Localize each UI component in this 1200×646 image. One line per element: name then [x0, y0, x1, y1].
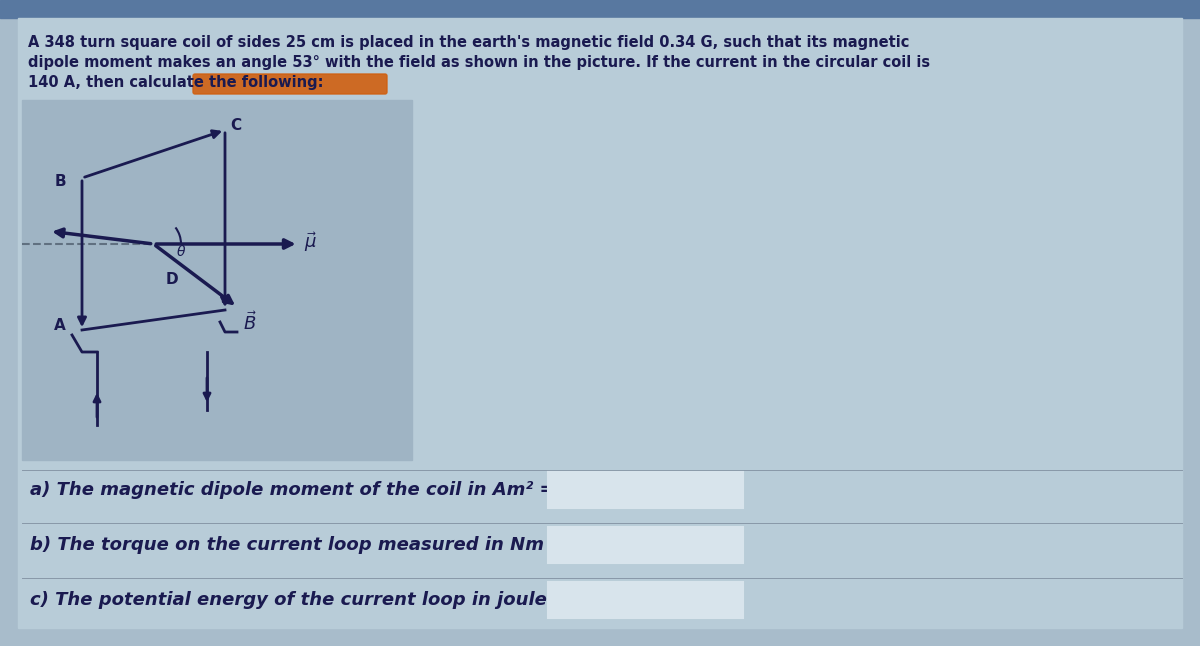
- Text: a) The magnetic dipole moment of the coil in Am² =: a) The magnetic dipole moment of the coi…: [30, 481, 554, 499]
- Text: B: B: [54, 174, 66, 189]
- Text: A: A: [54, 318, 66, 333]
- Bar: [22, 100, 412, 460]
- Text: 140 A, then calculate the following:: 140 A, then calculate the following:: [28, 75, 324, 90]
- Text: dipole moment makes an angle 53° with the field as shown in the picture. If the : dipole moment makes an angle 53° with th…: [28, 55, 930, 70]
- Text: A 348 turn square coil of sides 25 cm is placed in the earth's magnetic field 0.: A 348 turn square coil of sides 25 cm is…: [28, 35, 910, 50]
- Bar: [0, 0, 1200, 18]
- Bar: [548, 527, 743, 563]
- Text: D: D: [166, 272, 178, 287]
- Bar: [548, 582, 743, 618]
- Text: C: C: [230, 118, 241, 134]
- Text: $\vec{\mu}$: $\vec{\mu}$: [305, 230, 318, 254]
- Bar: [548, 472, 743, 508]
- Text: b) The torque on the current loop measured in Nm =: b) The torque on the current loop measur…: [30, 536, 565, 554]
- FancyBboxPatch shape: [193, 74, 386, 94]
- Text: c) The potential energy of the current loop in joules =: c) The potential energy of the current l…: [30, 591, 580, 609]
- Text: $\vec{B}$: $\vec{B}$: [244, 311, 258, 334]
- Text: $\theta$: $\theta$: [175, 244, 186, 259]
